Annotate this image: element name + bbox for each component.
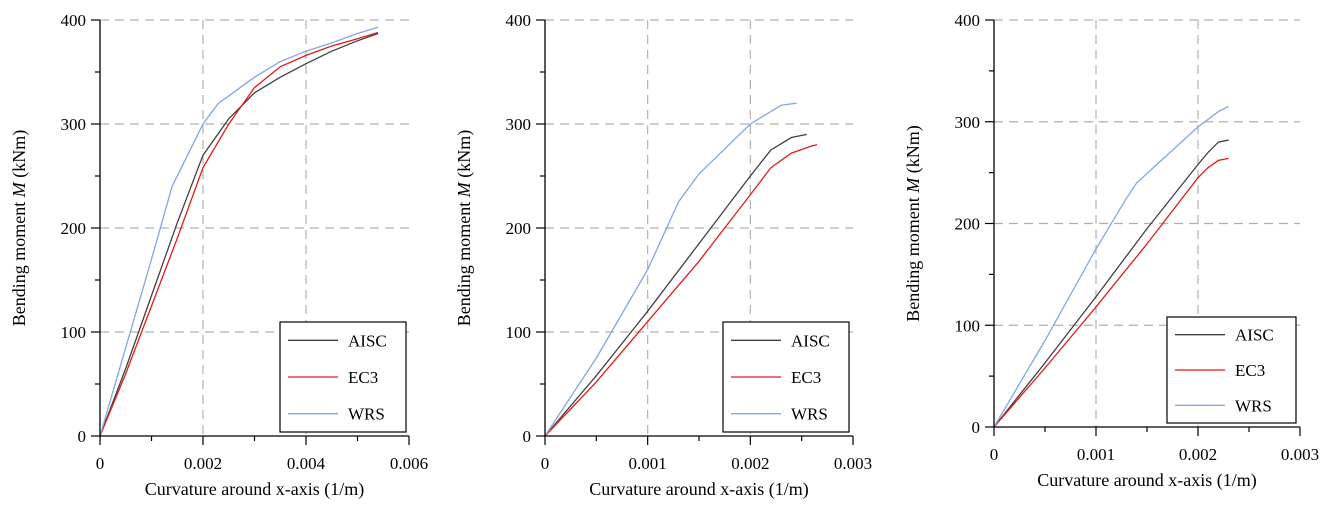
chart-panel-1: 0 0.002 0.004 0.006 0 100 200 300 400 Curvature a… xyxy=(9,11,428,500)
y-tick-label: 0 xyxy=(523,427,532,446)
x-tick-label: 0.002 xyxy=(731,454,769,473)
series-line-ec3 xyxy=(99,31,379,437)
legend-label-aisc: AISC xyxy=(348,331,387,350)
chart-panel-2: 0 0.001 0.002 0.003 0 100 200 300 400 Curvature a… xyxy=(454,11,872,500)
series-line-ec3 xyxy=(993,157,1229,428)
y-tick-label: 300 xyxy=(506,115,532,134)
x-tick-label: 0.002 xyxy=(1179,445,1217,464)
y-tick-label: 0 xyxy=(78,427,87,446)
x-axis-title: Curvature around x-axis (1/m) xyxy=(589,479,808,500)
y-tick-label: 200 xyxy=(61,219,87,238)
y-axis-title: Bending moment M (kNm) xyxy=(454,130,475,327)
y-tick-label: 400 xyxy=(955,11,981,30)
series-line-ec3 xyxy=(544,144,818,437)
y-tick-label: 400 xyxy=(506,11,532,30)
x-tick-label: 0.003 xyxy=(1281,445,1319,464)
series-line-aisc xyxy=(544,133,807,437)
legend-label-wrs: WRS xyxy=(1235,396,1272,415)
y-tick-label: 100 xyxy=(955,316,981,335)
legend-label-wrs: WRS xyxy=(348,405,385,424)
y-tick-label: 200 xyxy=(506,219,532,238)
y-tick-label: 300 xyxy=(955,113,981,132)
legend: AISC EC3 WRS xyxy=(722,321,850,433)
series-line-aisc xyxy=(993,139,1229,428)
y-tick-label: 100 xyxy=(61,323,87,342)
x-tick-label: 0 xyxy=(990,445,999,464)
y-axis-title: Bending moment M (kNm) xyxy=(903,125,924,322)
x-tick-label: 0.001 xyxy=(629,454,667,473)
x-axis-title: Curvature around x-axis (1/m) xyxy=(145,479,364,500)
x-tick-label: 0.002 xyxy=(184,454,222,473)
y-tick-label: 0 xyxy=(972,418,981,437)
x-tick-label: 0.004 xyxy=(287,454,326,473)
y-tick-label: 100 xyxy=(506,323,532,342)
x-tick-label: 0 xyxy=(541,454,550,473)
legend-label-wrs: WRS xyxy=(791,405,828,424)
chart-panel-3: 0 0.001 0.002 0.003 0 100 200 300 400 Curvature a… xyxy=(903,11,1319,491)
series-line-wrs xyxy=(544,102,797,437)
legend: AISC EC3 WRS xyxy=(1166,316,1297,424)
legend-label-aisc: AISC xyxy=(791,331,830,350)
x-tick-label: 0 xyxy=(96,454,105,473)
x-tick-label: 0.001 xyxy=(1077,445,1115,464)
y-tick-label: 400 xyxy=(61,11,87,30)
y-tick-label: 300 xyxy=(61,115,87,134)
series-line-wrs xyxy=(99,26,379,437)
legend-label-ec3: EC3 xyxy=(1235,361,1265,380)
y-tick-label: 200 xyxy=(955,215,981,234)
legend: AISC EC3 WRS xyxy=(279,321,407,433)
legend-label-ec3: EC3 xyxy=(348,368,378,387)
legend-label-ec3: EC3 xyxy=(791,368,821,387)
legend-label-aisc: AISC xyxy=(1235,326,1274,345)
x-tick-label: 0.003 xyxy=(834,454,872,473)
x-tick-label: 0.006 xyxy=(390,454,428,473)
y-axis-title: Bending moment M (kNm) xyxy=(9,130,30,327)
x-axis-title: Curvature around x-axis (1/m) xyxy=(1037,470,1256,491)
series-line-wrs xyxy=(993,105,1229,428)
